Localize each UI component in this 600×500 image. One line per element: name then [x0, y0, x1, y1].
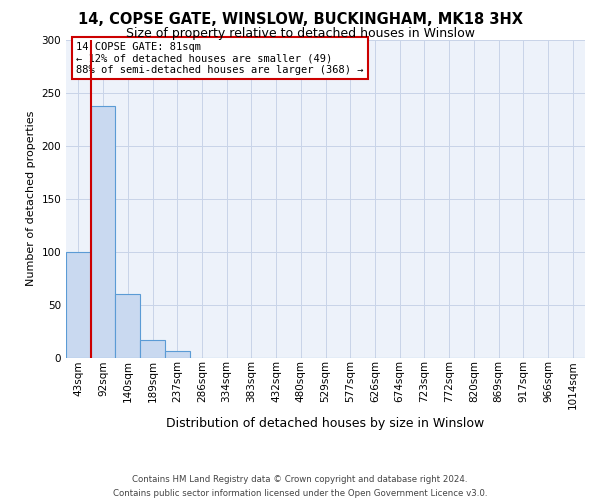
- Bar: [115, 294, 140, 358]
- Bar: [91, 106, 115, 358]
- Text: 14, COPSE GATE, WINSLOW, BUCKINGHAM, MK18 3HX: 14, COPSE GATE, WINSLOW, BUCKINGHAM, MK1…: [77, 12, 523, 28]
- Text: 14 COPSE GATE: 81sqm
← 12% of detached houses are smaller (49)
88% of semi-detac: 14 COPSE GATE: 81sqm ← 12% of detached h…: [76, 42, 364, 75]
- Bar: [140, 340, 165, 357]
- Y-axis label: Number of detached properties: Number of detached properties: [26, 111, 36, 286]
- Text: Size of property relative to detached houses in Winslow: Size of property relative to detached ho…: [125, 28, 475, 40]
- Bar: [66, 252, 91, 358]
- Bar: [165, 351, 190, 358]
- Text: Contains HM Land Registry data © Crown copyright and database right 2024.
Contai: Contains HM Land Registry data © Crown c…: [113, 476, 487, 498]
- X-axis label: Distribution of detached houses by size in Winslow: Distribution of detached houses by size …: [166, 417, 485, 430]
